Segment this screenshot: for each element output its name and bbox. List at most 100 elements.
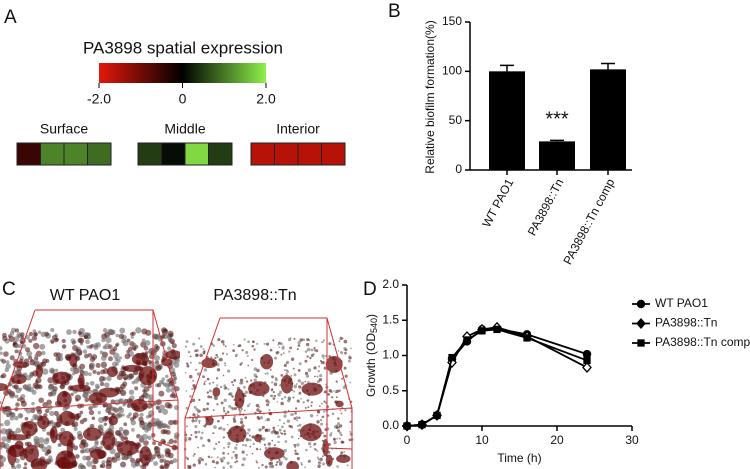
texture-dot — [278, 460, 282, 464]
texture-dot — [4, 419, 11, 427]
texture-dot — [262, 394, 265, 398]
texture-dot — [127, 346, 133, 352]
texture-dot — [293, 384, 298, 389]
texture-dot — [222, 408, 225, 411]
colony — [21, 420, 38, 437]
texture-dot — [256, 461, 259, 464]
texture-dot — [280, 401, 284, 406]
texture-dot — [47, 384, 54, 391]
texture-dot — [126, 338, 131, 343]
texture-dot — [291, 413, 295, 416]
texture-dot — [144, 351, 149, 355]
texture-dot — [75, 348, 79, 352]
x-tick-label: 20 — [550, 433, 564, 447]
texture-dot — [85, 381, 90, 386]
texture-dot — [207, 395, 211, 399]
biofilm-image — [0, 309, 180, 469]
texture-dot — [283, 414, 287, 418]
texture-dot — [326, 414, 330, 417]
texture-dot — [60, 427, 66, 433]
texture-dot — [227, 442, 231, 446]
texture-dot — [280, 342, 283, 346]
colorbar-tick-label: 2.0 — [256, 91, 276, 107]
texture-dot — [256, 408, 260, 412]
texture-dot — [188, 437, 192, 441]
texture-dot — [186, 362, 189, 365]
texture-dot — [199, 345, 203, 348]
texture-dot — [337, 422, 340, 426]
texture-dot — [343, 347, 347, 351]
texture-dot — [135, 327, 142, 334]
y-tick-label: 0 — [455, 162, 462, 176]
texture-dot — [295, 383, 298, 385]
texture-dot — [170, 371, 176, 377]
texture-dot — [156, 423, 163, 430]
texture-dot — [319, 373, 323, 378]
texture-dot — [14, 415, 19, 421]
texture-dot — [158, 409, 162, 414]
texture-dot — [8, 335, 15, 342]
texture-dot — [28, 386, 34, 393]
texture-dot — [4, 367, 10, 373]
texture-dot — [196, 372, 201, 376]
texture-dot — [198, 419, 201, 423]
texture-dot — [201, 431, 204, 435]
texture-dot — [218, 358, 222, 362]
texture-dot — [185, 390, 188, 392]
x-tick-label: 30 — [625, 433, 639, 447]
texture-dot — [20, 400, 27, 407]
texture-dot — [28, 331, 34, 337]
texture-dot — [321, 431, 324, 435]
texture-dot — [109, 348, 116, 355]
texture-dot — [298, 423, 302, 427]
biofilm-image — [183, 317, 354, 469]
texture-dot — [248, 434, 251, 437]
texture-dot — [248, 402, 251, 405]
texture-dot — [27, 383, 32, 388]
texture-dot — [213, 397, 216, 400]
texture-dot — [106, 405, 112, 412]
texture-dot — [298, 362, 302, 366]
texture-dot — [260, 410, 262, 413]
texture-dot — [82, 349, 88, 354]
x-axis-label: Time (h) — [497, 451, 541, 465]
texture-dot — [87, 352, 93, 358]
texture-dot — [277, 424, 280, 427]
texture-dot — [304, 359, 308, 363]
texture-dot — [71, 372, 76, 376]
texture-dot — [208, 382, 211, 385]
texture-dot — [3, 351, 9, 357]
significance: *** — [545, 109, 569, 131]
texture-dot — [115, 362, 119, 366]
texture-dot — [276, 461, 279, 464]
texture-dot — [339, 409, 342, 412]
texture-dot — [46, 399, 52, 405]
texture-dot — [286, 419, 291, 423]
x-tick-label: WT PAO1 — [479, 176, 516, 230]
texture-dot — [284, 457, 288, 461]
texture-dot — [171, 359, 177, 365]
texture-dot — [338, 437, 342, 440]
texture-dot — [191, 398, 196, 403]
texture-dot — [255, 447, 259, 451]
texture-dot — [235, 457, 238, 460]
texture-dot — [82, 448, 87, 454]
texture-dot — [320, 422, 324, 426]
texture-dot — [329, 390, 332, 392]
texture-dot — [232, 384, 235, 386]
texture-dot — [191, 388, 194, 391]
texture-dot — [211, 460, 215, 464]
texture-dot — [247, 428, 251, 432]
heatmap-cell — [208, 142, 233, 166]
texture-dot — [223, 386, 227, 390]
panel-label: B — [388, 1, 401, 22]
texture-dot — [220, 339, 225, 344]
texture-dot — [269, 368, 272, 371]
texture-dot — [240, 408, 243, 411]
texture-dot — [310, 401, 313, 404]
texture-dot — [101, 460, 106, 465]
group-label: Interior — [276, 121, 320, 137]
texture-dot — [75, 398, 79, 402]
texture-dot — [34, 332, 38, 337]
colony — [264, 447, 285, 460]
